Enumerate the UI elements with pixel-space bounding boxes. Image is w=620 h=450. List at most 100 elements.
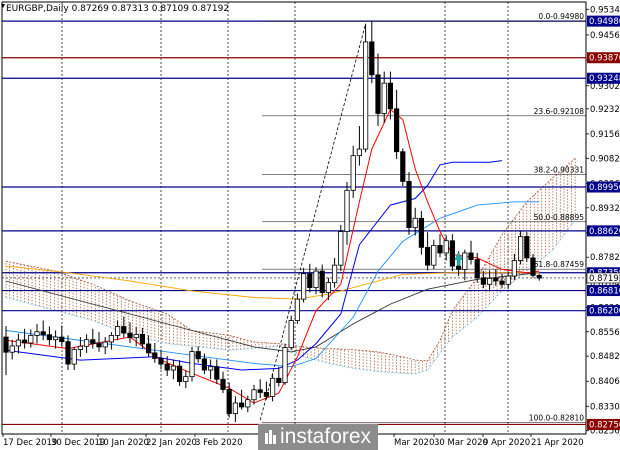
candle-bull [28, 334, 34, 344]
candle-bear [226, 389, 232, 414]
moving-average-orange-line [5, 265, 540, 300]
candle-bull [338, 231, 344, 266]
candle-bear [139, 334, 145, 345]
candle-bear [530, 257, 536, 276]
candle-bear [238, 402, 245, 408]
candle-bear [21, 339, 28, 344]
candle-bear [127, 332, 133, 339]
level-price-tag [587, 418, 620, 430]
candle-bull [518, 236, 524, 261]
date-axis-label: 30 Mar 2020 [434, 438, 488, 448]
candle-bull [34, 331, 40, 336]
candle-bear [307, 273, 313, 288]
candle-bull [462, 252, 468, 270]
candle-bear [121, 326, 127, 334]
current-price-tag-text: 0.87192 [589, 274, 620, 284]
fibonacci-label: 23.6-0.92108 [534, 107, 585, 116]
fibonacci-label: 61.8-0.87459 [534, 260, 585, 269]
candle-bull [245, 399, 251, 408]
watermark-text: instaforex [280, 425, 372, 448]
candle-bear [455, 265, 462, 270]
candle-bull [251, 389, 257, 401]
chart-title: EURGBP,Daily 0.87269 0.87313 0.87109 0.8… [6, 4, 229, 14]
level-price-tag-text: 0.93248 [589, 74, 620, 84]
date-axis-label: Mar 2020 [394, 438, 434, 448]
candle-bear [480, 277, 487, 285]
candle-bull [313, 270, 319, 288]
candle-bull [77, 345, 83, 350]
date-axis-label: 22 Jan 2020 [146, 438, 197, 448]
candle-bear [176, 365, 183, 382]
candle-bull [431, 244, 437, 266]
level-price-tag [587, 15, 620, 27]
candle-bull [183, 376, 189, 382]
candle-bear [437, 244, 443, 254]
candle-bear [3, 336, 9, 353]
candle-bull [412, 217, 418, 228]
candle-bull [486, 277, 493, 285]
candle-bear [201, 358, 207, 371]
current-price-tag [586, 272, 620, 284]
candle-bear [257, 389, 263, 393]
candle-bear [96, 343, 102, 348]
date-axis-label: 9 Apr 2020 [483, 438, 530, 448]
level-price-tag [587, 52, 620, 64]
candle-bull [232, 402, 238, 414]
candle-bull [9, 345, 15, 353]
candle-bear [393, 108, 400, 153]
price-axis-label: 0.82560 [590, 427, 620, 437]
candle-bull [207, 366, 214, 371]
candle-bear [418, 217, 425, 248]
candle-bear [158, 358, 164, 365]
candle-bear [493, 277, 499, 282]
candle-bear [406, 180, 412, 228]
candle-bull [356, 148, 363, 157]
candle-bull [381, 82, 387, 114]
candle-bull [189, 351, 195, 378]
candle-bear [276, 377, 282, 383]
date-axis-label: 30 Dec 2019 [51, 438, 105, 448]
candle-bull [15, 339, 22, 347]
candle-bear [152, 352, 158, 359]
candle-bull [71, 349, 77, 365]
candle-bear [195, 351, 201, 360]
candle-bull [300, 273, 307, 300]
candle-bull [505, 275, 511, 285]
candle-bull [288, 320, 294, 348]
candle-bear [387, 82, 394, 110]
level-price-tag [587, 72, 620, 84]
candle-bear [263, 392, 270, 397]
fibonacci-label: 0.0-0.94980 [538, 12, 584, 21]
dropdown-triangle-icon[interactable] [1, 4, 5, 8]
level-price-tag [587, 285, 620, 297]
candle-bear [220, 378, 226, 390]
fibonacci-label: 100.0-0.82810 [529, 413, 584, 422]
candle-bear [46, 334, 53, 341]
fibonacci-label: 38.2-0.90331 [534, 165, 585, 174]
candle-bull [282, 347, 288, 383]
candle-bull [115, 326, 121, 336]
teal-arrow-icon [454, 252, 464, 266]
level-price-tag-text: 0.94980 [589, 17, 620, 27]
candle-bear [65, 341, 71, 365]
candle-bear [40, 331, 46, 336]
candle-bear [474, 259, 480, 279]
candle-bear [375, 74, 381, 114]
candle-bull [443, 240, 449, 254]
